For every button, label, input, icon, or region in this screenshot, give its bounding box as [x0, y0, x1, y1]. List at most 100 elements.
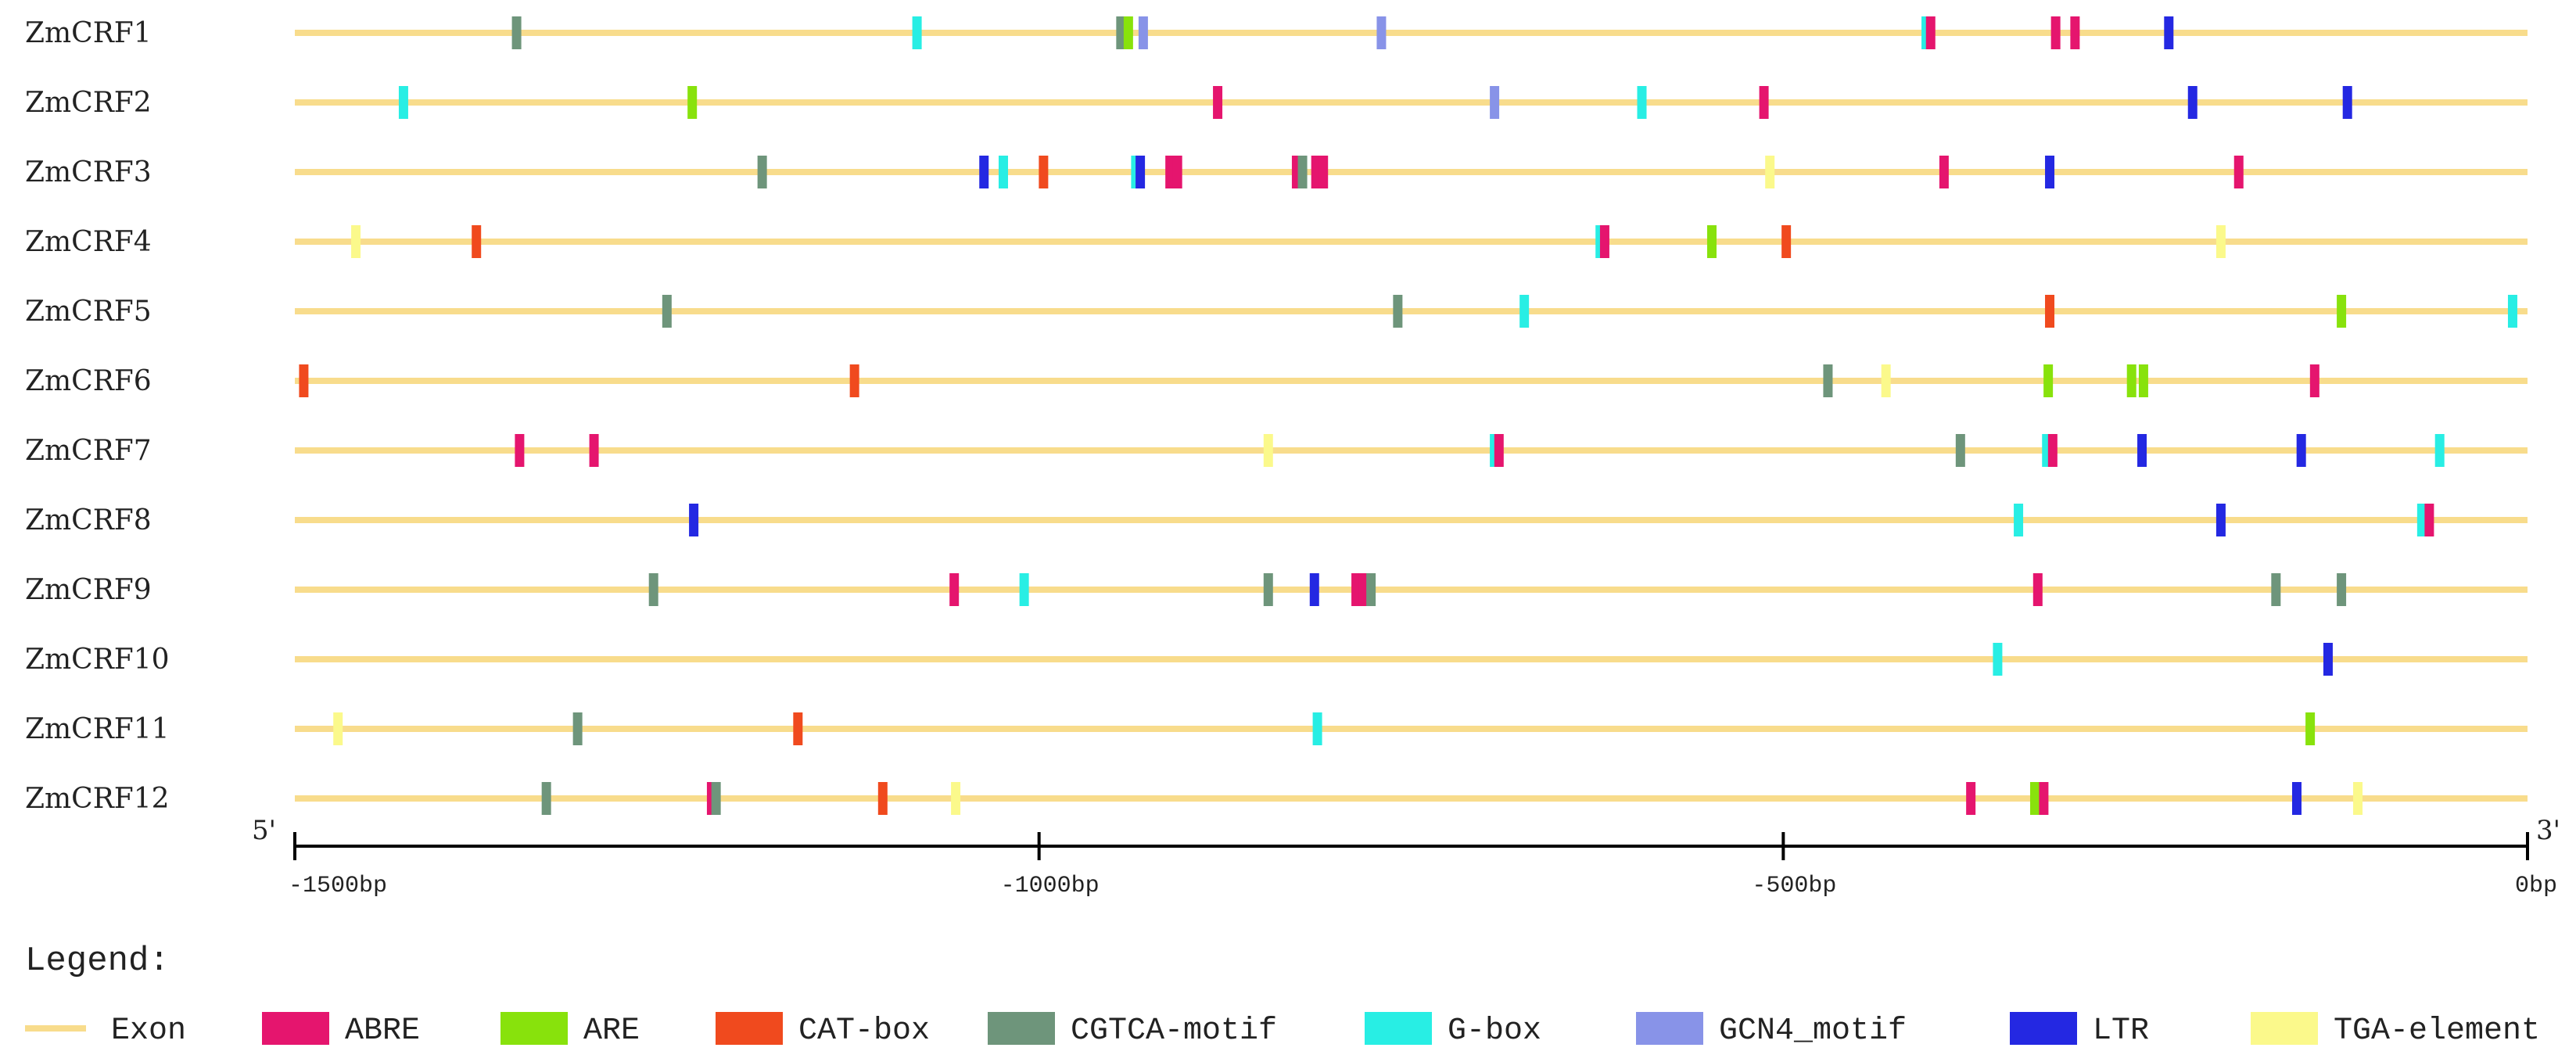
element-mark-abre	[1939, 156, 1949, 188]
element-mark-are	[687, 86, 698, 119]
element-mark-cat	[472, 225, 482, 258]
element-mark-abre	[2047, 434, 2058, 467]
element-mark-ltr	[979, 156, 989, 188]
legend-item-abre: ABRE	[262, 1012, 420, 1049]
legend-swatch	[262, 1012, 329, 1045]
gene-row-zmcrf6: ZmCRF6	[25, 364, 2528, 397]
element-mark-abre	[2032, 573, 2043, 606]
element-mark-cgtca	[1955, 434, 1965, 467]
element-mark-gbox	[2434, 434, 2445, 467]
element-mark-abre	[1318, 156, 1329, 188]
element-mark-are	[1123, 16, 1133, 49]
element-mark-gcn4	[1376, 16, 1387, 49]
legend-swatch	[716, 1012, 783, 1045]
element-mark-tga	[2353, 782, 2363, 815]
gene-label: ZmCRF6	[25, 365, 152, 397]
element-mark-gbox	[2507, 295, 2517, 328]
legend-label: CGTCA-motif	[1071, 1014, 1277, 1049]
gene-label: ZmCRF10	[25, 644, 170, 676]
element-mark-cgtca	[711, 782, 721, 815]
legend-item-cat: CAT-box	[716, 1012, 930, 1049]
element-mark-ltr	[2323, 643, 2333, 676]
gene-row-zmcrf11: ZmCRF11	[25, 712, 2528, 745]
legend-label: ARE	[583, 1014, 640, 1049]
element-mark-are	[1706, 225, 1717, 258]
legend-item-cgtca: CGTCA-motif	[988, 1012, 1277, 1049]
element-mark-cat	[2045, 295, 2055, 328]
element-mark-gbox	[1019, 573, 1029, 606]
element-mark-ltr	[2187, 86, 2197, 119]
axis-ticks: -1500bp -1000bp -500bp 0bp	[289, 832, 2557, 899]
gene-row-zmcrf2: ZmCRF2	[25, 86, 2528, 119]
element-mark-gbox	[1312, 712, 1322, 745]
tick-label: -1000bp	[1001, 873, 1100, 899]
element-mark-cat	[1781, 225, 1792, 258]
element-mark-cat	[793, 712, 803, 745]
element-mark-tga	[1881, 364, 1891, 397]
element-mark-abre	[1165, 156, 1175, 188]
element-mark-cgtca	[1366, 573, 1376, 606]
element-mark-abre	[1494, 434, 1504, 467]
element-mark-abre	[949, 573, 960, 606]
legend-swatch	[2010, 1012, 2077, 1045]
element-mark-cgtca	[1116, 16, 1126, 49]
position-axis: 5' 3' -1500bp -1000bp -500bp 0bp	[252, 815, 2560, 899]
element-mark-abre	[2309, 364, 2319, 397]
element-mark-cgtca	[1393, 295, 1403, 328]
gene-row-zmcrf8: ZmCRF8	[25, 504, 2528, 536]
element-mark-cat	[849, 364, 859, 397]
element-mark-cgtca	[511, 16, 522, 49]
element-mark-ltr	[2045, 156, 2055, 188]
element-mark-gbox	[2014, 504, 2024, 536]
element-mark-abre	[1351, 573, 1362, 606]
element-mark-cgtca	[1297, 156, 1308, 188]
element-mark-abre	[1358, 573, 1369, 606]
element-mark-gcn4	[1138, 16, 1148, 49]
gene-label: ZmCRF7	[25, 435, 152, 467]
element-mark-gbox	[912, 16, 922, 49]
legend-item-exon: Exon	[25, 1014, 186, 1049]
gene-row-zmcrf5: ZmCRF5	[25, 295, 2528, 328]
tick-label: 0bp	[2515, 873, 2557, 899]
legend-swatch	[500, 1012, 568, 1045]
element-mark-abre	[1311, 156, 1321, 188]
five-prime-label: 5'	[252, 815, 276, 846]
element-mark-are	[2126, 364, 2137, 397]
element-mark-ltr	[2291, 782, 2302, 815]
legend-label: GCN4_motif	[1719, 1014, 1907, 1049]
element-mark-tga	[2215, 225, 2226, 258]
legend-swatch	[988, 1012, 1055, 1045]
element-mark-are	[2043, 364, 2054, 397]
gene-rows: ZmCRF1 ZmCRF2 ZmCRF3 ZmCRF4 ZmCRF5 ZmCRF6 ZmCR…	[25, 16, 2528, 815]
legend-item-tga: TGA-element	[2251, 1012, 2540, 1049]
element-mark-abre	[1925, 16, 1936, 49]
element-mark-tga	[1765, 156, 1775, 188]
gene-row-zmcrf9: ZmCRF9	[25, 573, 2528, 606]
legend-title: Legend:	[25, 942, 170, 981]
element-mark-abre	[1213, 86, 1223, 119]
gene-row-zmcrf12: ZmCRF12	[25, 782, 2528, 815]
gene-label: ZmCRF11	[25, 713, 170, 745]
legend-label: TGA-element	[2334, 1014, 2540, 1049]
element-mark-gcn4	[1490, 86, 1500, 119]
element-mark-tga	[951, 782, 961, 815]
element-mark-cgtca	[1263, 573, 1273, 606]
legend-item-are: ARE	[500, 1012, 640, 1049]
legend-swatch	[1365, 1012, 1432, 1045]
element-mark-tga	[333, 712, 343, 745]
element-mark-cat	[299, 364, 309, 397]
element-mark-abre	[1759, 86, 1769, 119]
element-mark-are	[2029, 782, 2040, 815]
element-mark-gbox	[1637, 86, 1647, 119]
element-mark-abre	[2424, 504, 2434, 536]
element-mark-cgtca	[2271, 573, 2281, 606]
legend-item-ltr: LTR	[2010, 1012, 2149, 1049]
gene-label: ZmCRF2	[25, 87, 152, 119]
element-mark-tga	[351, 225, 361, 258]
element-mark-abre	[515, 434, 525, 467]
element-mark-tga	[1263, 434, 1273, 467]
element-mark-gbox	[1993, 643, 2003, 676]
gene-label: ZmCRF12	[25, 783, 170, 815]
element-mark-are	[2138, 364, 2148, 397]
